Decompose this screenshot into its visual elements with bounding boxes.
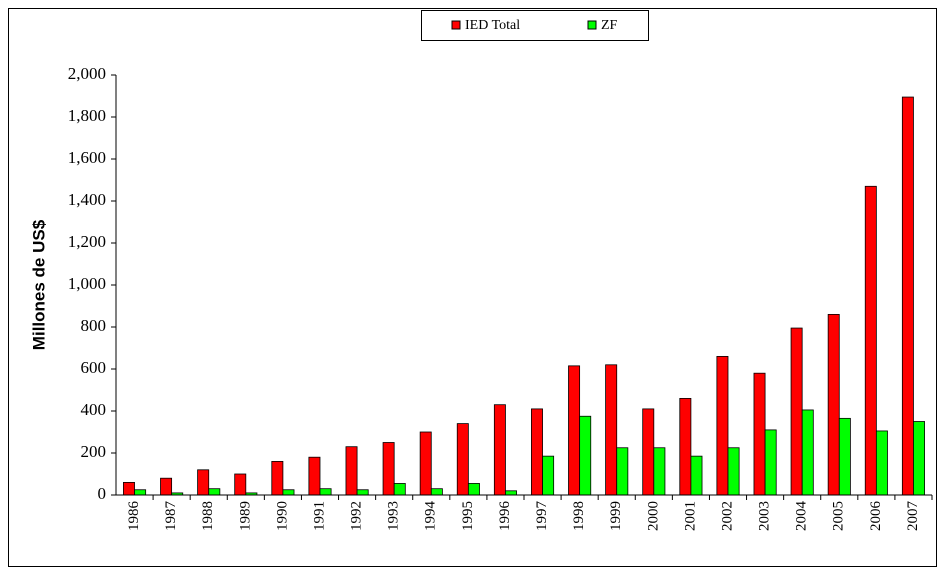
bar [642,408,655,496]
bar [197,469,210,496]
bar [467,483,480,496]
x-tick-label: 1988 [200,501,216,531]
bar [605,364,618,496]
x-tick-label: 2001 [682,501,698,531]
x-tick-label: 2003 [757,501,773,531]
legend-swatch [587,20,597,30]
x-tick-label: 2007 [905,501,921,532]
x-tick-label: 1994 [423,501,439,532]
bar [901,96,914,496]
bar [753,372,766,496]
x-tick-label: 2005 [831,501,847,531]
legend-label: IED Total [465,18,520,33]
chart-border [8,8,937,567]
x-tick-label: 1993 [386,501,402,531]
bar [716,355,729,496]
bar [430,488,443,496]
y-tick-label: 400 [81,400,107,419]
bar [493,404,506,496]
bar [345,446,358,496]
x-tick-label: 1987 [163,501,179,532]
y-tick-label: 1,000 [68,274,106,293]
bar [579,415,592,496]
bar [319,488,332,496]
y-tick-label: 2,000 [68,64,106,83]
x-tick-label: 2006 [868,501,884,532]
bar [208,488,221,496]
bar [393,483,406,496]
legend-swatch [451,20,461,30]
x-tick-label: 1986 [126,501,142,532]
bar [382,442,395,496]
x-tick-label: 1998 [571,501,587,531]
bar [875,430,888,496]
bar [838,417,851,496]
bar [568,365,581,496]
bar [123,481,135,496]
bar [271,460,284,496]
x-tick-label: 1992 [349,501,365,531]
x-tick-label: 1995 [460,501,476,531]
bar [531,408,543,496]
bar [308,456,321,496]
y-tick-label: 1,400 [68,190,106,209]
x-tick-label: 1991 [311,501,327,531]
bar [913,421,925,496]
x-tick-label: 1999 [608,501,624,531]
bar [827,313,840,496]
y-tick-label: 1,200 [68,232,106,251]
y-tick-label: 600 [81,358,107,377]
bar [790,327,803,496]
bar [456,423,469,496]
bar [690,455,703,496]
bar [764,429,777,496]
x-tick-label: 2002 [719,501,735,531]
bar [282,489,295,496]
bar [653,447,666,496]
bar [134,489,147,496]
y-tick-label: 800 [81,316,107,335]
bar [864,185,877,496]
x-tick-label: 2004 [794,501,810,532]
x-tick-label: 1997 [534,501,550,532]
bar [542,455,555,496]
y-tick-label: 1,800 [68,106,106,125]
y-tick-label: 0 [98,484,107,503]
bar [234,473,247,496]
bar [801,409,814,496]
bar [356,489,369,496]
bar [679,397,692,496]
y-tick-label: 1,600 [68,148,106,167]
x-tick-label: 2000 [645,501,661,531]
bar [616,447,629,496]
bar [419,431,432,496]
y-tick-label: 200 [81,442,107,461]
x-tick-label: 1990 [274,501,290,531]
bar [160,477,173,496]
bar [727,447,740,496]
bar [505,490,517,496]
y-axis-title: Millones de US$ [29,219,48,350]
x-tick-label: 1996 [497,501,513,532]
legend-label: ZF [601,18,618,33]
x-tick-label: 1989 [237,501,253,531]
